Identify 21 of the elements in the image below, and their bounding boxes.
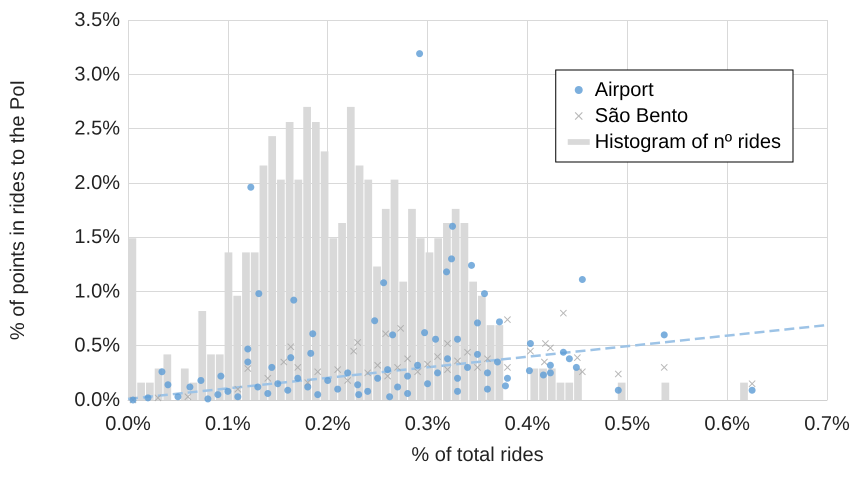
x-tick-label: 0.7%: [804, 413, 850, 435]
y-tick-label: 2.0%: [74, 172, 120, 194]
x-axis-title: % of total rides: [411, 444, 544, 466]
y-tick-label: 1.5%: [74, 226, 120, 248]
legend-label: Histogram of nº rides: [594, 131, 782, 153]
y-axis-title: % of points in rides to the PoI: [7, 80, 29, 340]
y-tick-label: 0.5%: [74, 334, 120, 357]
legend-label: São Bento: [594, 105, 688, 127]
x-tick-label: 0.1%: [205, 413, 251, 435]
y-tick-label: 0.0%: [74, 389, 120, 411]
y-tick-label: 3.5%: [74, 9, 120, 31]
y-tick-label: 2.5%: [74, 118, 120, 140]
legend-label: Airport: [594, 79, 654, 101]
y-tick-label: 1.0%: [74, 280, 120, 302]
y-tick-label: 3.0%: [74, 63, 120, 86]
x-tick-label: 0.5%: [604, 413, 650, 435]
x-tick-label: 0.0%: [105, 413, 152, 435]
x-tick-label: 0.3%: [404, 413, 451, 435]
x-tick-label: 0.6%: [704, 413, 750, 435]
x-tick-label: 0.2%: [304, 413, 351, 435]
x-tick-label: 0.4%: [504, 413, 550, 435]
